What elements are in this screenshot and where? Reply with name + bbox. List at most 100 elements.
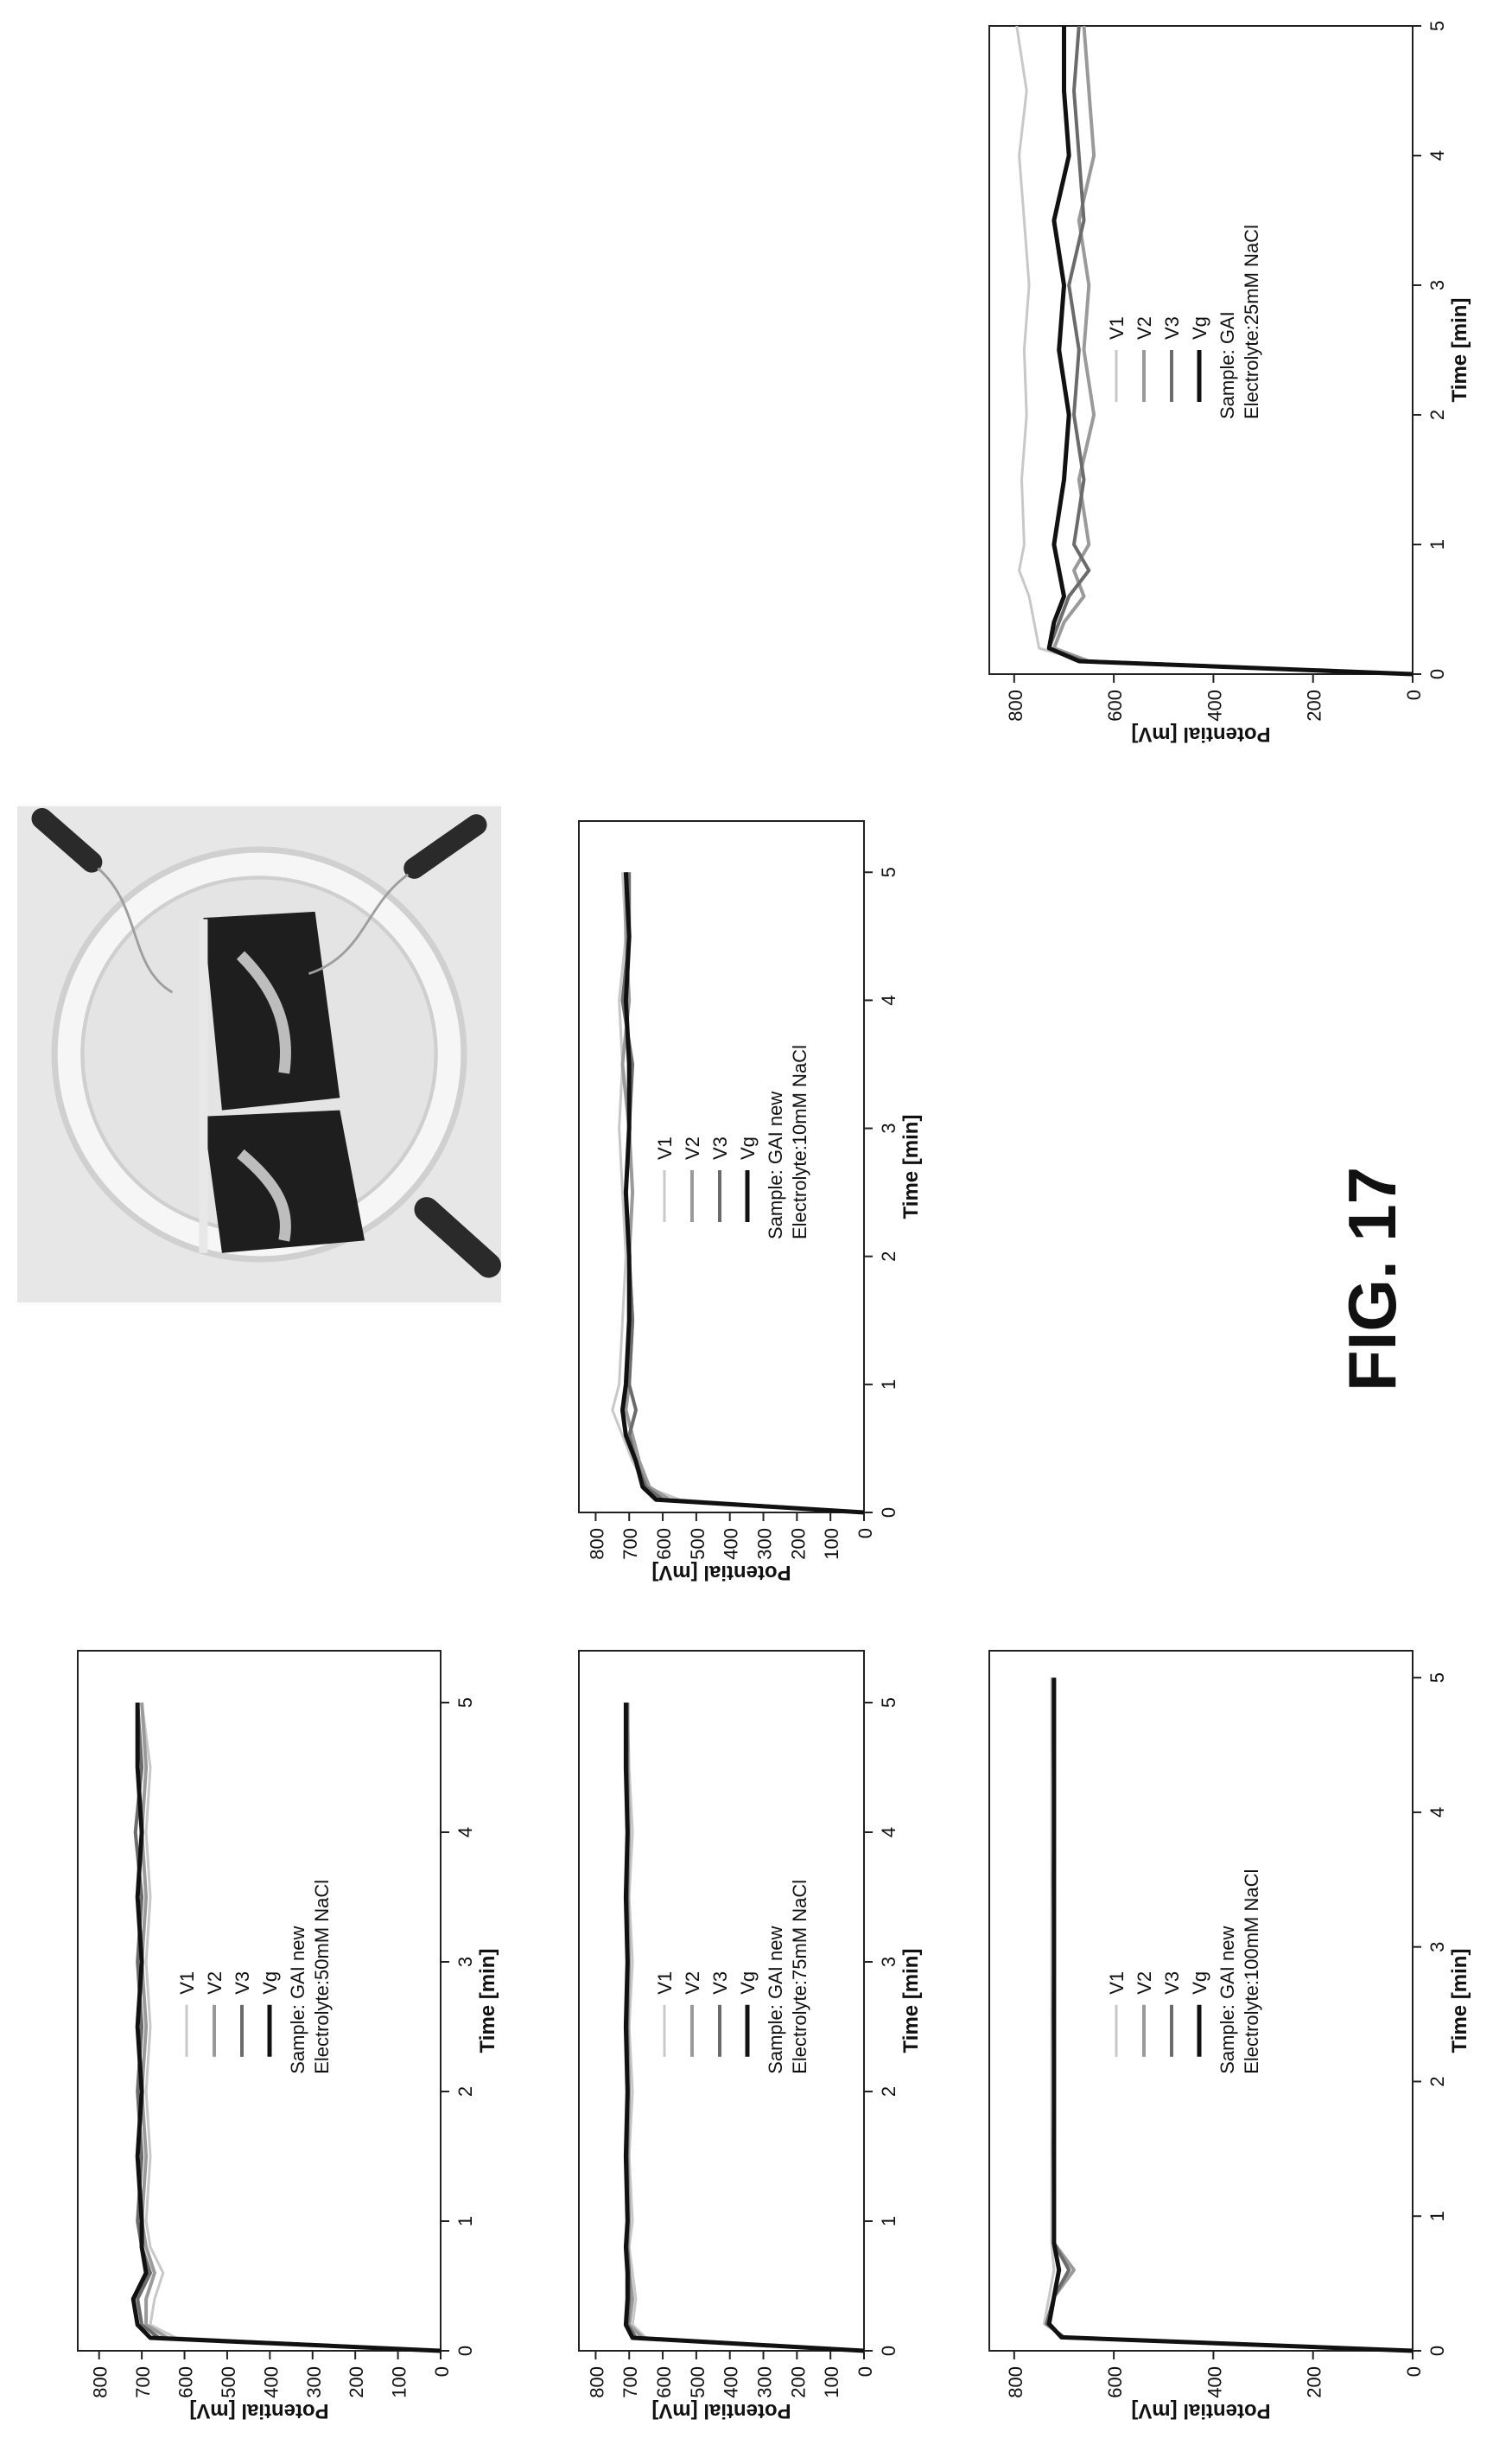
y-axis-label: Potential [mV] [189, 2399, 328, 2423]
x-tick-label: 3 [1426, 280, 1448, 290]
y-axis-label: Potential [mV] [1131, 2399, 1270, 2423]
y-tick-label: 600 [653, 1528, 675, 1560]
y-tick-label: 0 [1403, 2366, 1425, 2377]
y-tick-label: 400 [721, 1528, 742, 1560]
legend-label-vg: Vg [737, 1971, 759, 1995]
y-tick-label: 300 [754, 2366, 776, 2398]
legend-label-v2: V2 [1134, 316, 1155, 340]
y-tick-label: 500 [218, 2366, 239, 2398]
legend-label-vg: Vg [259, 1971, 281, 1995]
figure-label: FIG. 17 [1334, 1167, 1410, 1391]
annotation-line: Electrolyte:75mM NaCl [789, 1880, 810, 2074]
x-tick-label: 5 [1426, 21, 1448, 31]
plot-frame [578, 820, 865, 1513]
y-tick-label: 200 [346, 2366, 367, 2398]
x-axis-label: Time [min] [476, 1949, 499, 2053]
y-tick-label: 800 [1005, 690, 1026, 722]
plot-frame [988, 25, 1414, 675]
legend-label-v3: V3 [1161, 1971, 1183, 1995]
x-tick-label: 5 [878, 867, 899, 877]
chart-3: 0 100 200 300 400 500 600 700 800 0 1 2 3 4 5 Time [min… [578, 1650, 923, 2423]
legend-label-vg: Vg [737, 1136, 759, 1160]
y-tick-label: 600 [653, 2366, 675, 2398]
x-tick-label: 2 [878, 1251, 899, 1262]
y-tick-label: 700 [619, 1528, 641, 1560]
chart-4: 0 200 400 600 800 0 1 2 3 4 5 Time [min] Potential [… [988, 1650, 1471, 2423]
x-tick-label: 4 [454, 1827, 476, 1837]
x-axis-label: Time [min] [1448, 298, 1471, 403]
y-tick-label: 700 [619, 2366, 641, 2398]
legend-label-v3: V3 [709, 1971, 731, 1995]
legend-label-v2: V2 [682, 1136, 703, 1160]
y-tick-label: 200 [1304, 2366, 1325, 2398]
y-tick-label: 400 [1204, 690, 1225, 722]
legend-label-v1: V1 [176, 1971, 198, 1995]
legend-label-v1: V1 [654, 1971, 676, 1995]
figure-label-text: FIG. 17 [1334, 1167, 1410, 1391]
x-tick-label: 0 [454, 2346, 476, 2356]
x-tick-label: 1 [878, 2216, 899, 2226]
x-axis-label: Time [min] [1448, 1949, 1471, 2053]
x-tick-label: 0 [1426, 2346, 1448, 2356]
electrode-cell-photo [17, 805, 501, 1303]
y-tick-label: 100 [821, 2366, 842, 2398]
legend-label-v2: V2 [682, 1971, 703, 1995]
x-tick-label: 3 [454, 1957, 476, 1967]
x-tick-label: 4 [878, 995, 899, 1005]
y-tick-label: 600 [1104, 690, 1126, 722]
y-tick-label: 0 [1403, 690, 1425, 700]
y-tick-label: 400 [1204, 2366, 1225, 2398]
y-tick-label: 600 [175, 2366, 197, 2398]
annotation-line: Sample: GAI new [287, 1926, 308, 2074]
x-tick-label: 4 [878, 1827, 899, 1837]
chart-1: 0 100 200 300 400 500 600 700 800 0 1 2 3 4 5 Time [min… [578, 820, 923, 1584]
y-tick-label: 100 [389, 2366, 410, 2398]
y-tick-label: 800 [90, 2366, 111, 2398]
annotation-line: Electrolyte:10mM NaCl [789, 1045, 810, 1239]
series-line-v1 [140, 1702, 442, 2353]
x-tick-label: 3 [878, 1957, 899, 1967]
y-axis-label: Potential [mV] [651, 1561, 791, 1584]
y-tick-label: 300 [754, 1528, 776, 1560]
y-tick-label: 800 [586, 2366, 607, 2398]
series-line-vg [130, 1703, 442, 2353]
plot-frame [988, 1650, 1414, 2352]
legend-label-v2: V2 [204, 1971, 226, 1995]
annotation-line: Sample: GAI new [765, 1926, 786, 2074]
chart-2: 0 100 200 300 400 500 600 700 800 0 1 2 3 4 5 Time [min… [77, 1650, 499, 2423]
x-tick-label: 0 [1426, 669, 1448, 679]
x-axis-label: Time [min] [899, 1949, 923, 2053]
legend-label-v2: V2 [1134, 1971, 1155, 1995]
annotation-line: Sample: GAI new [765, 1092, 786, 1239]
y-tick-label: 200 [787, 1528, 809, 1560]
legend-label-v3: V3 [1161, 316, 1183, 340]
series-line-v1 [1015, 25, 1414, 676]
legend-label-v1: V1 [1106, 316, 1128, 340]
x-tick-label: 5 [878, 1697, 899, 1708]
series-line-v2 [620, 872, 865, 1514]
y-tick-label: 200 [787, 2366, 809, 2398]
x-tick-label: 2 [1426, 2076, 1448, 2086]
series-line-v2 [1051, 25, 1414, 676]
y-tick-label: 700 [132, 2366, 154, 2398]
y-tick-label: 0 [855, 1528, 876, 1538]
legend-label-v3: V3 [709, 1136, 731, 1160]
y-tick-label: 0 [855, 2366, 876, 2377]
plot-frame [578, 1650, 865, 2352]
x-tick-label: 2 [454, 2086, 476, 2097]
series-line-vg [1046, 1678, 1414, 2353]
x-tick-label: 1 [454, 2216, 476, 2226]
x-tick-label: 1 [1426, 539, 1448, 550]
x-axis-label: Time [min] [899, 1115, 923, 1219]
y-tick-label: 400 [721, 2366, 742, 2398]
x-tick-label: 5 [1426, 1672, 1448, 1683]
y-tick-label: 400 [260, 2366, 282, 2398]
x-tick-label: 3 [878, 1123, 899, 1133]
y-tick-label: 0 [431, 2366, 453, 2377]
annotation-line: Sample: GAI [1217, 311, 1238, 419]
x-tick-label: 0 [878, 2346, 899, 2356]
x-tick-label: 5 [454, 1697, 476, 1708]
x-tick-label: 2 [878, 2086, 899, 2097]
y-tick-label: 800 [1005, 2366, 1026, 2398]
y-tick-label: 100 [821, 1528, 842, 1560]
